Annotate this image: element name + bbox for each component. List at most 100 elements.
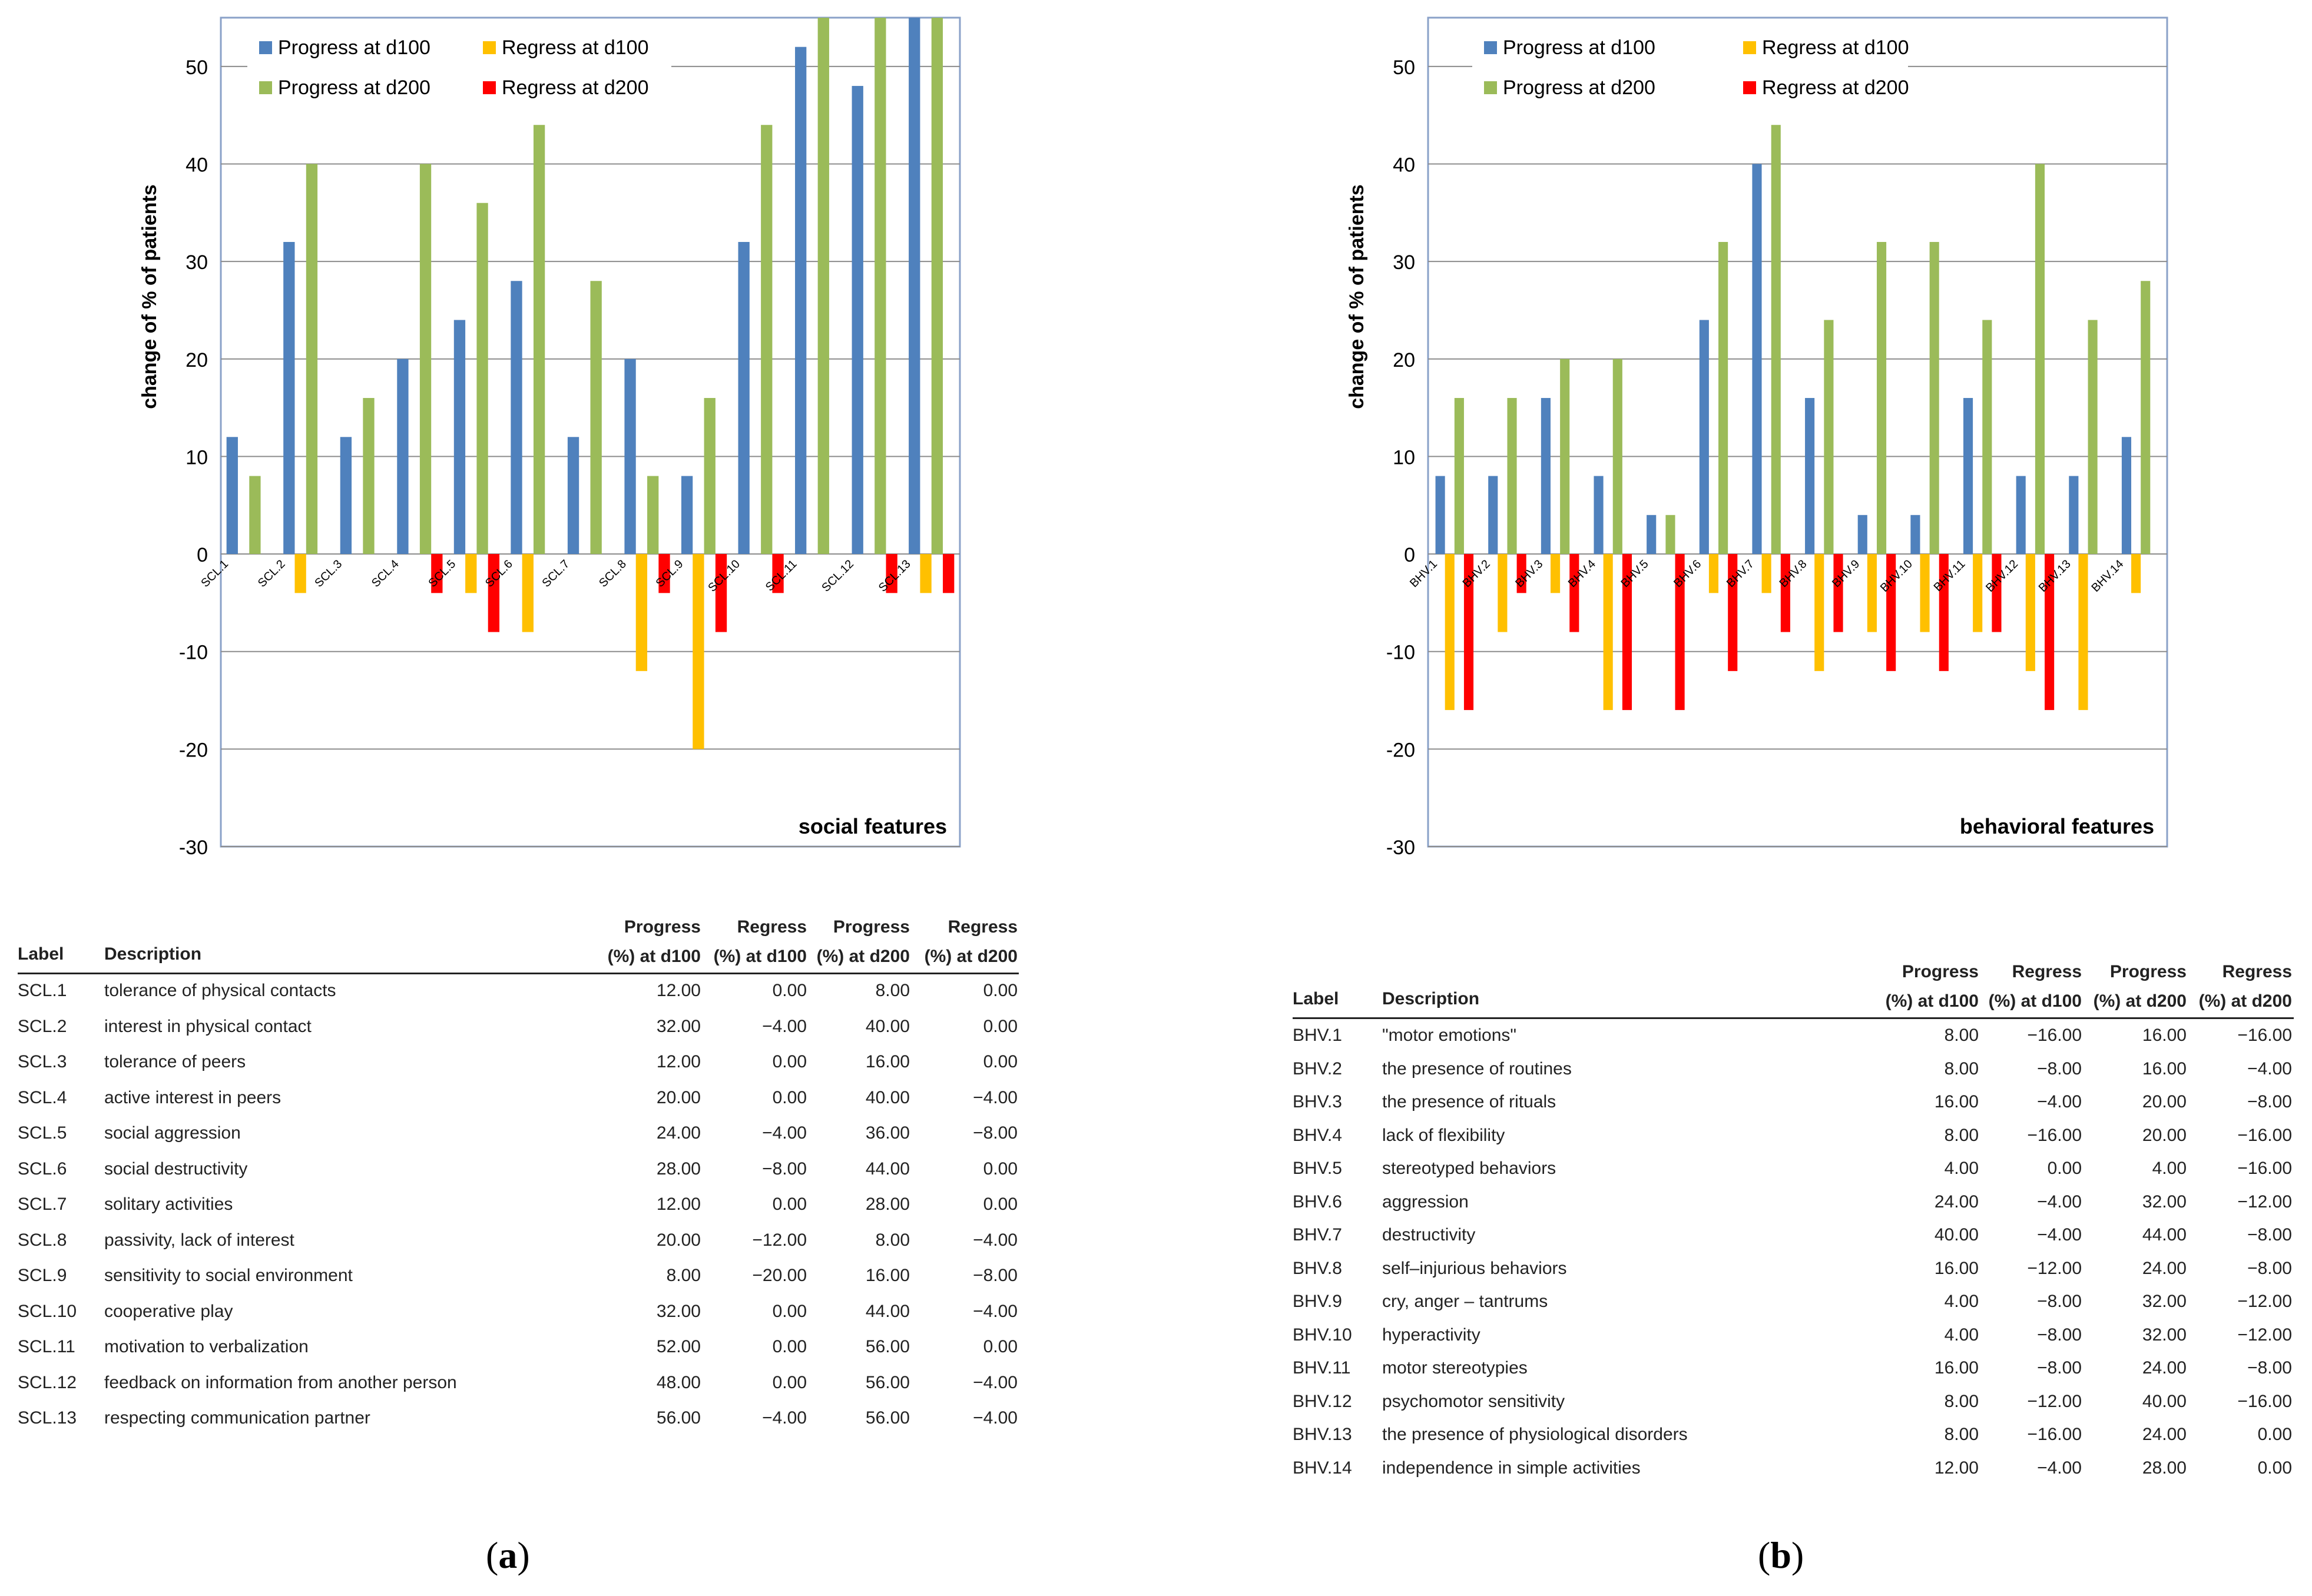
table-cell-value: −16.00: [2027, 1425, 2082, 1444]
bar-r200: [1675, 554, 1685, 711]
table-cell-label: SCL.13: [18, 1408, 77, 1428]
y-tick-label: -20: [1386, 739, 1415, 761]
table-cell-label: BHV.13: [1293, 1425, 1352, 1444]
table-header-col: (%) at d200: [2198, 991, 2292, 1011]
bar-p200: [1876, 241, 1887, 555]
table-cell-value: −4.00: [973, 1372, 1018, 1392]
table-cell-value: −12.00: [2237, 1192, 2292, 1212]
legend-swatch-r100: [1743, 41, 1756, 54]
table-header-col: (%) at d100: [607, 947, 701, 966]
bar-p100: [2121, 437, 2132, 555]
legend-swatch-p100: [259, 41, 272, 54]
bar-r200: [1939, 554, 1949, 671]
table-cell-value: 8.00: [875, 1230, 910, 1250]
bar-p100: [1699, 320, 1709, 555]
table-cell-value: 4.00: [1944, 1159, 1979, 1178]
y-tick-label: 30: [186, 251, 208, 274]
bar-r100: [1550, 554, 1561, 593]
table-cell-label: BHV.10: [1293, 1325, 1352, 1345]
table-cell-value: 16.00: [1934, 1358, 1979, 1378]
table-cell-value: 16.00: [865, 1266, 910, 1285]
bar-p100: [1647, 515, 1657, 555]
table-cell-description: tolerance of peers: [104, 1052, 246, 1071]
table-cell-value: 8.00: [1944, 1391, 1979, 1411]
bar-p100: [1857, 515, 1867, 555]
table-social-features: Label Description Progress (%) at d100 Regre…: [18, 907, 1025, 1436]
bar-p100: [453, 320, 466, 555]
table-cell-description: destructivity: [1382, 1225, 1476, 1245]
panel-label-b: (b): [1758, 1534, 1804, 1576]
bar-p100: [624, 359, 636, 555]
bar-r200: [1622, 554, 1632, 711]
table-cell-label: BHV.4: [1293, 1125, 1342, 1145]
legend-label: Regress at d200: [1762, 77, 1909, 99]
table-header-col: Progress: [624, 917, 701, 937]
table-cell-value: 44.00: [2142, 1225, 2187, 1245]
table-cell-value: 40.00: [2142, 1391, 2187, 1411]
bar-p200: [476, 203, 488, 555]
bar-r100: [294, 554, 306, 593]
plot-area: [1427, 16, 2168, 848]
table-header-col: Regress: [2222, 962, 2292, 981]
table-header-col: Regress: [948, 917, 1018, 937]
table-cell-description: hyperactivity: [1382, 1325, 1480, 1345]
table-cell-value: 0.00: [772, 1087, 807, 1107]
bar-r200: [715, 554, 727, 632]
table-cell-description: stereotyped behaviors: [1382, 1159, 1556, 1178]
table-cell-description: social destructivity: [104, 1159, 248, 1179]
legend-label: Regress at d100: [502, 37, 649, 59]
legend-label: Regress at d200: [502, 77, 649, 99]
table-header-rule: [1293, 1017, 2294, 1019]
bar-p100: [795, 47, 807, 555]
table-cell-label: BHV.3: [1293, 1092, 1342, 1111]
table-cell-label: SCL.5: [18, 1123, 67, 1143]
table-cell-value: −4.00: [2037, 1192, 2082, 1212]
bar-p100: [1963, 398, 1973, 555]
table-cell-value: 0.00: [772, 1194, 807, 1214]
table-cell-description: cooperative play: [104, 1301, 233, 1321]
y-tick-label: 0: [1404, 544, 1415, 566]
table-cell-value: −8.00: [973, 1266, 1018, 1285]
table-header-col: (%) at d200: [816, 947, 910, 966]
legend-label: Progress at d200: [278, 77, 430, 99]
bar-r100: [1867, 554, 1877, 632]
bar-p100: [1488, 476, 1498, 555]
table-cell-value: −12.00: [2237, 1325, 2292, 1345]
table-cell-value: −12.00: [2027, 1258, 2082, 1278]
table-header-col: Regress: [737, 917, 807, 937]
bar-r200: [488, 554, 500, 632]
table-cell-value: −16.00: [2237, 1026, 2292, 1045]
legend-swatch-p100: [1484, 41, 1497, 54]
bar-r100: [693, 554, 704, 749]
legend-label: Regress at d100: [1762, 37, 1909, 59]
table-cell-label: SCL.4: [18, 1087, 67, 1107]
table-cell-label: SCL.9: [18, 1266, 67, 1285]
bar-r200: [1992, 554, 2002, 632]
bar-p100: [738, 241, 750, 555]
table-cell-value: −8.00: [2247, 1092, 2292, 1111]
table-cell-value: 20.00: [656, 1087, 701, 1107]
bar-p100: [397, 359, 409, 555]
table-cell-label: BHV.6: [1293, 1192, 1342, 1212]
bar-p100: [2069, 476, 2079, 555]
table-cell-value: 56.00: [865, 1372, 910, 1392]
table-cell-value: 52.00: [656, 1337, 701, 1356]
table-cell-description: sensitivity to social environment: [104, 1266, 353, 1285]
bar-p200: [1454, 398, 1464, 555]
table-cell-value: 32.00: [2142, 1292, 2187, 1311]
table-cell-value: 0.00: [772, 1301, 807, 1321]
bar-r200: [1886, 554, 1896, 671]
table-cell-value: 32.00: [2142, 1325, 2187, 1345]
table-cell-value: 0.00: [983, 1194, 1018, 1214]
table-cell-value: 44.00: [865, 1159, 910, 1179]
table-cell-value: −12.00: [2027, 1391, 2082, 1411]
table-cell-value: 28.00: [656, 1159, 701, 1179]
table-cell-value: −16.00: [2237, 1391, 2292, 1411]
bar-r100: [2025, 554, 2035, 671]
y-tick-label: -10: [1386, 642, 1415, 664]
bar-r200: [1569, 554, 1579, 632]
table-cell-value: 8.00: [1944, 1026, 1979, 1045]
table-cell-label: SCL.12: [18, 1372, 77, 1392]
bar-r100: [1498, 554, 1508, 632]
bar-r200: [1780, 554, 1790, 632]
